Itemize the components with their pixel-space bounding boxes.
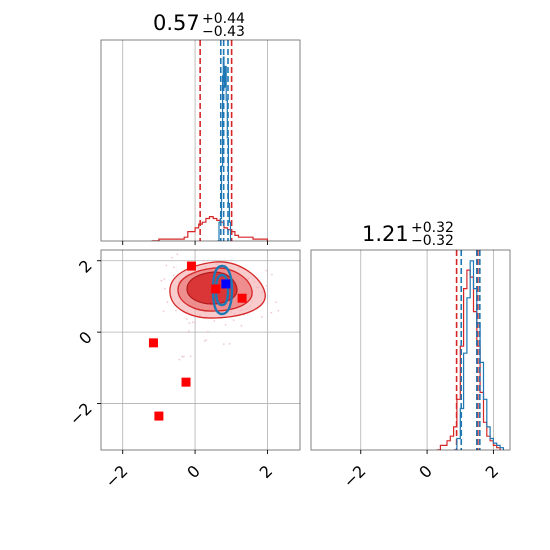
- sample-dot: [207, 330, 209, 333]
- x-tick-label: −2: [101, 461, 131, 491]
- title-1-value: 0.57: [153, 11, 200, 35]
- title-1-minus: −0.43: [202, 24, 245, 40]
- sample-dot: [163, 278, 166, 280]
- y-tick-label: 2: [75, 256, 96, 277]
- joint-markers: [148, 261, 247, 421]
- sample-dot: [165, 264, 168, 267]
- sample-dot: [188, 322, 191, 324]
- sample-dot: [170, 256, 173, 259]
- sample-dot: [97, 264, 99, 266]
- grid-br: [360, 250, 494, 450]
- hist-br: [437, 250, 504, 450]
- grid-joint: [101, 250, 300, 450]
- marker-red-square: [237, 293, 247, 303]
- sample-dot: [187, 330, 190, 333]
- x-tick-label: −2: [339, 461, 369, 491]
- sample-dot: [232, 319, 235, 322]
- sample-dot: [205, 339, 208, 341]
- frame-joint: [100, 249, 301, 451]
- sample-dot: [265, 269, 268, 272]
- sample-dot: [274, 301, 277, 304]
- sample-dot: [176, 253, 179, 256]
- title-2-plus: +0.32: [411, 220, 454, 236]
- x-tick-label: 2: [256, 461, 277, 482]
- hist-series-1: [217, 56, 232, 241]
- x-tick-label: 0: [183, 461, 204, 482]
- title-2-minus: −0.32: [411, 233, 454, 249]
- title-1-plus: +0.44: [202, 11, 245, 27]
- sample-dot: [175, 309, 177, 312]
- sample-dot: [213, 320, 216, 322]
- sample-dot: [173, 266, 175, 269]
- frame-tl: [100, 39, 301, 242]
- panel-marginal-2: −2 0 2 1.21 +0.32 −0.32: [310, 220, 511, 492]
- sample-dot: [270, 311, 273, 314]
- sample-dot: [270, 273, 273, 276]
- sample-dot: [203, 340, 206, 342]
- grid-tl: [122, 40, 268, 241]
- marker-red-square: [148, 338, 158, 348]
- sample-dot: [260, 315, 263, 318]
- sample-dot: [160, 279, 163, 282]
- hist-series-0: [437, 269, 501, 450]
- hist-tl: [151, 40, 268, 241]
- marker-red-square: [211, 284, 221, 294]
- blue-contour-outer: [211, 264, 234, 316]
- x-tick-label: 0: [415, 461, 436, 482]
- marker-red-square: [154, 411, 164, 421]
- marker-red-square: [186, 261, 196, 271]
- sample-dot: [182, 355, 185, 358]
- sample-dot: [240, 324, 243, 327]
- panel-joint: −2 0 2 2 0 −2: [66, 249, 301, 492]
- sample-dot: [181, 355, 184, 358]
- sample-dot: [224, 323, 227, 326]
- ticks-br: −2 0 2: [339, 450, 502, 492]
- joint-contours: [97, 253, 280, 421]
- sample-dot: [277, 309, 280, 312]
- sample-dot: [166, 301, 169, 304]
- sample-dot: [163, 287, 166, 290]
- title-2-value: 1.21: [362, 222, 409, 246]
- sample-dot: [202, 259, 205, 262]
- sample-dot: [222, 343, 225, 346]
- frame-br: [310, 249, 511, 451]
- sample-dot: [265, 284, 268, 287]
- panel-marginal-1: 0.57 +0.44 −0.43: [100, 11, 301, 245]
- sample-dot: [191, 321, 194, 324]
- ticks-tl: [122, 241, 268, 245]
- sample-dot: [194, 321, 196, 324]
- marker-red-square: [181, 377, 191, 387]
- sample-dot: [185, 318, 188, 320]
- sample-dot: [162, 310, 165, 313]
- sample-dot: [189, 355, 192, 358]
- sample-dot: [178, 358, 181, 361]
- x-tick-label: 2: [482, 461, 503, 482]
- y-tick-label: 0: [75, 328, 96, 349]
- y-tick-label: −2: [66, 399, 96, 429]
- hist-series-0: [151, 216, 268, 241]
- sample-dot: [172, 274, 175, 277]
- marker-blue-square: [221, 279, 231, 289]
- sample-dot: [228, 342, 231, 345]
